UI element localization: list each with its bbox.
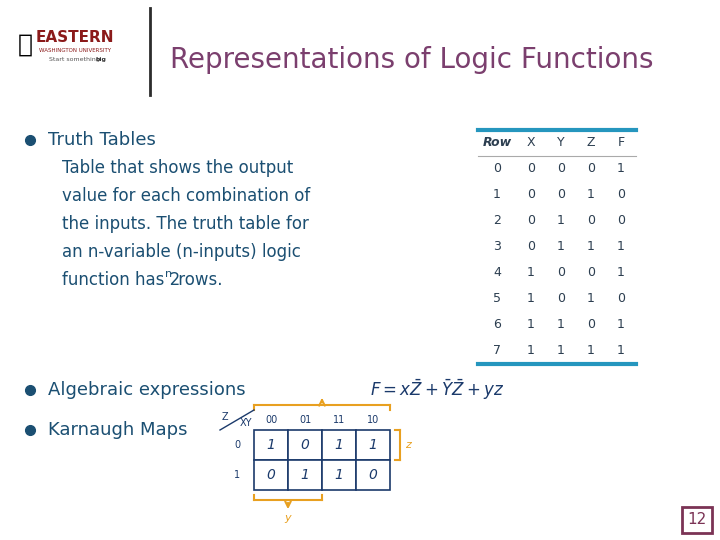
Text: 1: 1: [617, 319, 625, 332]
Text: 00: 00: [265, 415, 277, 425]
Text: 0: 0: [557, 188, 565, 201]
Text: WASHINGTON UNIVERSITY: WASHINGTON UNIVERSITY: [39, 48, 111, 52]
Text: 1: 1: [527, 345, 535, 357]
Text: 0: 0: [527, 240, 535, 253]
Text: 1: 1: [266, 438, 276, 452]
Text: 1: 1: [617, 240, 625, 253]
Text: 0: 0: [300, 438, 310, 452]
Text: X: X: [527, 137, 535, 150]
Text: 🦅: 🦅: [17, 33, 32, 57]
FancyBboxPatch shape: [682, 507, 712, 533]
Text: F: F: [618, 137, 624, 150]
Text: Row: Row: [482, 137, 512, 150]
Text: 1: 1: [369, 438, 377, 452]
Text: $\mathit{F = x\bar{Z} + \bar{Y}\bar{Z} + yz}$: $\mathit{F = x\bar{Z} + \bar{Y}\bar{Z} +…: [370, 378, 505, 402]
Bar: [322, 460, 356, 490]
Text: Table that shows the output: Table that shows the output: [62, 159, 293, 177]
Text: 1: 1: [557, 214, 565, 227]
Text: 1: 1: [300, 468, 310, 482]
Text: Truth Tables: Truth Tables: [48, 131, 156, 149]
Text: 1: 1: [527, 293, 535, 306]
Bar: [254, 430, 288, 460]
Text: 10: 10: [367, 415, 379, 425]
Bar: [356, 460, 390, 490]
Text: 1: 1: [617, 267, 625, 280]
Text: 01: 01: [299, 415, 311, 425]
Text: 0: 0: [234, 440, 240, 450]
Text: value for each combination of: value for each combination of: [62, 187, 310, 205]
Text: 11: 11: [333, 415, 345, 425]
Text: EASTERN: EASTERN: [36, 30, 114, 45]
Text: an n-variable (n-inputs) logic: an n-variable (n-inputs) logic: [62, 243, 301, 261]
Text: 0: 0: [527, 163, 535, 176]
Text: 0: 0: [266, 468, 276, 482]
Text: 0: 0: [527, 214, 535, 227]
Text: Z: Z: [587, 137, 595, 150]
Text: Algebraic expressions: Algebraic expressions: [48, 381, 246, 399]
Text: 1: 1: [587, 240, 595, 253]
Text: 0: 0: [587, 214, 595, 227]
Text: 0: 0: [617, 214, 625, 227]
Text: 1: 1: [335, 468, 343, 482]
Text: 0: 0: [587, 163, 595, 176]
Text: 5: 5: [493, 293, 501, 306]
Text: 2: 2: [493, 214, 501, 227]
Text: 0: 0: [617, 188, 625, 201]
Text: 0: 0: [617, 293, 625, 306]
Text: 0: 0: [557, 293, 565, 306]
Text: XY: XY: [240, 418, 252, 428]
Text: 3: 3: [493, 240, 501, 253]
Text: 0: 0: [557, 163, 565, 176]
Text: 0: 0: [587, 319, 595, 332]
Text: 1: 1: [557, 240, 565, 253]
Text: 6: 6: [493, 319, 501, 332]
Text: Y: Y: [557, 137, 564, 150]
Text: Karnaugh Maps: Karnaugh Maps: [48, 421, 187, 439]
Text: 0: 0: [527, 188, 535, 201]
Text: 1: 1: [587, 188, 595, 201]
Text: 1: 1: [617, 345, 625, 357]
Text: 0: 0: [587, 267, 595, 280]
Text: 1: 1: [335, 438, 343, 452]
Text: Start something: Start something: [49, 57, 102, 63]
Text: 4: 4: [493, 267, 501, 280]
Text: 7: 7: [493, 345, 501, 357]
Text: function has 2: function has 2: [62, 271, 180, 289]
Text: rows.: rows.: [173, 271, 222, 289]
Text: 0: 0: [557, 267, 565, 280]
Text: n: n: [165, 269, 172, 279]
Text: 1: 1: [493, 188, 501, 201]
Text: 1: 1: [587, 293, 595, 306]
Text: 1: 1: [527, 267, 535, 280]
Text: 12: 12: [688, 512, 706, 528]
Bar: [288, 430, 322, 460]
Text: 1: 1: [557, 319, 565, 332]
Bar: [322, 430, 356, 460]
Text: the inputs. The truth table for: the inputs. The truth table for: [62, 215, 309, 233]
Text: 1: 1: [527, 319, 535, 332]
Text: Z: Z: [222, 412, 229, 422]
Bar: [254, 460, 288, 490]
Text: 0: 0: [493, 163, 501, 176]
Bar: [288, 460, 322, 490]
Text: big: big: [95, 57, 106, 63]
Text: Representations of Logic Functions: Representations of Logic Functions: [170, 46, 654, 74]
Text: 1: 1: [234, 470, 240, 480]
Text: z: z: [405, 440, 411, 450]
Text: 1: 1: [617, 163, 625, 176]
Text: 0: 0: [369, 468, 377, 482]
Bar: [356, 430, 390, 460]
Text: y: y: [284, 513, 292, 523]
Text: 1: 1: [557, 345, 565, 357]
Text: 1: 1: [587, 345, 595, 357]
